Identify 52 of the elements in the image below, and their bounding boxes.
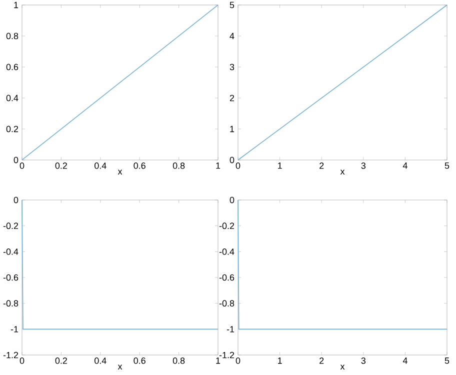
y-tick-label: 3	[230, 64, 234, 70]
x-tick-label: 2	[320, 358, 324, 364]
y-tick-label: 0	[230, 156, 234, 164]
x-tick-label: 0.8	[172, 358, 185, 364]
y-tick-label: 0.2	[6, 126, 18, 132]
x-tick-label: 0.4	[94, 162, 106, 169]
x-tick-label: 1	[278, 162, 282, 169]
x-tick-label: 2	[320, 162, 324, 169]
x-tick-label: 0.4	[94, 358, 106, 364]
y-tick-label: -0.8	[3, 300, 18, 307]
x-tick-label: 4	[402, 162, 408, 169]
x-tick-label: 0.8	[172, 162, 185, 169]
y-tick-label: 5	[230, 2, 234, 8]
x-tick-label: 0	[236, 358, 240, 364]
y-tick-label: 0.8	[6, 32, 18, 40]
y-tick-label: -0.8	[219, 300, 234, 307]
y-tick-label: 1	[14, 2, 18, 8]
x-tick-label: 1	[278, 358, 282, 364]
x-tick-label: 4	[402, 358, 408, 364]
y-tick-label: -0.4	[219, 248, 234, 255]
y-tick-label: -0.4	[3, 248, 18, 255]
x-axis-title: x	[340, 364, 345, 370]
y-tick-label: 4	[230, 32, 234, 40]
x-tick-label: 3	[361, 162, 366, 169]
y-tick-label: 2	[230, 94, 234, 102]
y-tick-label: 0	[230, 196, 234, 204]
y-tick-label: -0.2	[219, 222, 234, 230]
y-tick-label: 1	[230, 126, 234, 132]
y-tick-label: -1	[226, 326, 234, 332]
x-tick-label: 0.6	[134, 358, 146, 364]
x-tick-label: 5	[444, 162, 450, 169]
x-tick-label: 0.2	[55, 358, 67, 364]
x-axis-title: x	[118, 364, 122, 370]
y-tick-label: 0	[14, 156, 18, 164]
x-tick-label: 0	[236, 162, 240, 169]
y-tick-label: 0	[14, 196, 18, 204]
y-tick-label: -0.2	[3, 222, 18, 230]
y-tick-label: -1.2	[219, 352, 234, 358]
x-tick-label: 0	[20, 162, 24, 169]
y-tick-label: -0.6	[3, 274, 18, 281]
x-tick-label: 0.2	[55, 162, 67, 169]
x-tick-label: 3	[361, 358, 366, 364]
x-tick-label: 0	[20, 358, 24, 364]
x-axis-title: x	[340, 170, 345, 174]
x-tick-label: 0.6	[134, 162, 146, 169]
y-tick-label: 0.4	[6, 94, 18, 102]
x-tick-label: 5	[444, 358, 450, 364]
y-tick-label: 0.6	[6, 64, 18, 70]
y-tick-label: -1.2	[3, 352, 18, 358]
x-axis-title: x	[118, 170, 122, 174]
y-tick-label: -1	[10, 326, 18, 332]
y-tick-label: -0.6	[219, 274, 234, 281]
